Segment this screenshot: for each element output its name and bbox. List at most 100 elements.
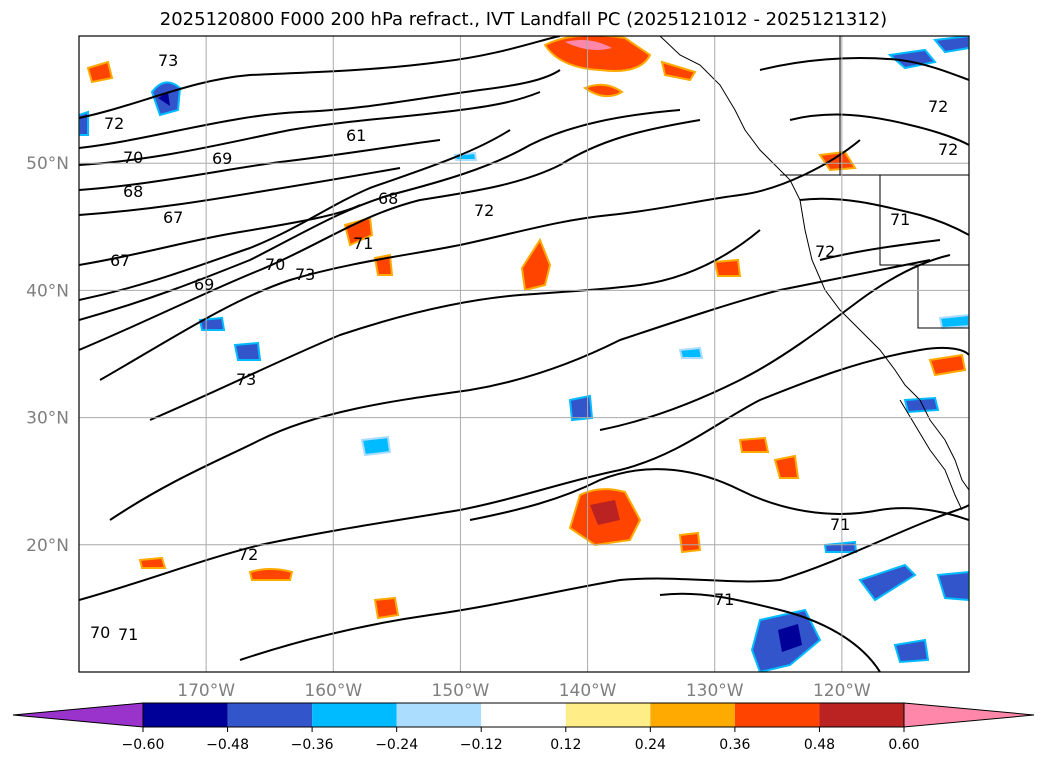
state-border: [879, 175, 969, 266]
colorbar-segment: [819, 703, 904, 727]
contour-line: [79, 139, 441, 191]
negative-anomaly-patch: [568, 394, 594, 422]
contour-line: [79, 119, 701, 351]
negative-anomaly-patch: [933, 36, 969, 54]
latitude-label: 50°N: [26, 154, 69, 174]
positive-anomaly-patch: [590, 500, 620, 525]
positive-anomaly-patch: [773, 454, 800, 479]
contour-label: 71: [353, 234, 373, 253]
negative-anomaly-patch: [903, 396, 940, 414]
contour-line: [79, 69, 561, 149]
negative-anomaly-patch: [938, 313, 969, 330]
contour-label: 70: [90, 623, 110, 642]
longitude-label: 140°W: [559, 681, 617, 701]
contour-line: [599, 254, 951, 431]
negative-anomaly-patch: [823, 540, 858, 553]
longitude-label: 150°W: [432, 681, 490, 701]
state-border: [917, 265, 969, 329]
mexico-coastline: [899, 399, 963, 511]
contour-label: 73: [236, 370, 256, 389]
contour-label: 69: [212, 149, 232, 168]
colorbar-tick-label: −0.60: [122, 737, 165, 753]
colorbar-tick-label: −0.36: [291, 737, 334, 753]
contour-line: [79, 36, 561, 119]
contour-line: [469, 468, 969, 521]
colorbar-tick-label: −0.48: [206, 737, 249, 753]
graticule: [79, 36, 969, 672]
colorbar-segment: [734, 703, 820, 727]
contour-label: 72: [104, 114, 124, 133]
contour-line: [759, 57, 969, 81]
contour-label: 67: [163, 208, 183, 227]
positive-anomaly-patch: [582, 83, 624, 98]
positive-anomaly-patch: [543, 36, 652, 72]
contour-label: 72: [815, 242, 835, 261]
contour-label: 68: [123, 182, 143, 201]
positive-anomaly-patch: [713, 258, 742, 277]
negative-anomaly-patch: [233, 341, 262, 361]
negative-anomaly-patch: [887, 48, 937, 70]
colorbar-segment: [650, 703, 735, 727]
colorbar-segment: [227, 703, 313, 727]
positive-anomaly-patch: [520, 237, 552, 292]
longitude-label: 170°W: [177, 681, 235, 701]
colorbar-segment: [143, 703, 228, 727]
colorbar-segment: [396, 703, 482, 727]
colorbar-extend-high: [903, 702, 1035, 728]
contour-line: [799, 197, 969, 236]
positive-anomaly-patch: [928, 353, 967, 377]
contour-label: 72: [938, 140, 958, 159]
colorbar-tick-label: 0.24: [635, 737, 666, 753]
longitude-labels: 170°W 160°W 150°W 140°W 130°W 120°W: [177, 681, 871, 701]
contour-label: 71: [830, 515, 850, 534]
colorbar-segment: [312, 703, 397, 727]
contour-line: [789, 113, 969, 146]
contour-line: [79, 204, 361, 266]
contour-label: 73: [158, 51, 178, 70]
negative-anomaly-patch: [678, 346, 704, 359]
longitude-label: 120°W: [813, 681, 871, 701]
longitude-label: 130°W: [686, 681, 744, 701]
colorbar-tick-label: −0.12: [460, 737, 503, 753]
contour-label: 67: [110, 251, 130, 270]
contour-label: 69: [194, 275, 214, 294]
contour-label: 68: [378, 189, 398, 208]
contour-label-group: 73 72 70 69 68 67 67 61 68 72 71 70 73 6…: [90, 51, 958, 644]
contour-label: 70: [123, 148, 143, 167]
latitude-label: 30°N: [26, 409, 69, 429]
colorbar-tick-label: 0.60: [888, 737, 919, 753]
contour-label: 71: [890, 210, 910, 229]
positive-anomaly-patch: [565, 40, 612, 50]
contour-label: 73: [295, 265, 315, 284]
colorbar-tick-labels: −0.60 −0.48 −0.36 −0.24 −0.12 0.12 0.24 0.36 0.4…: [122, 727, 920, 753]
colorbar-segment: [565, 703, 651, 727]
colorbar: [12, 702, 1035, 728]
positive-anomaly-patch: [248, 568, 294, 581]
negative-anomaly-patch: [360, 435, 392, 457]
positive-anomaly-patch: [660, 60, 697, 82]
contour-line: [149, 229, 761, 421]
colorbar-tick-label: −0.24: [375, 737, 418, 753]
positive-anomaly-patch: [738, 436, 770, 453]
positive-anomaly-patch: [138, 556, 167, 569]
latitude-label: 20°N: [26, 536, 69, 556]
contour-line: [659, 592, 881, 672]
contour-line: [239, 504, 969, 661]
map-plot-area: 73 72 70 69 68 67 67 61 68 72 71 70 73 6…: [79, 36, 969, 672]
positive-anomaly-patch: [86, 60, 114, 84]
negative-anomaly-patch: [158, 92, 170, 106]
contour-line: [79, 129, 511, 301]
map-title: 2025120800 F000 200 hPa refract., IVT La…: [159, 9, 888, 30]
contour-label: 72: [928, 97, 948, 116]
contour-label: 72: [238, 545, 258, 564]
colorbar-tick-label: 0.48: [804, 737, 835, 753]
colorbar-tick-label: 0.12: [550, 737, 581, 753]
negative-anomaly-patch: [858, 563, 917, 602]
negative-anomaly-patch: [778, 624, 802, 652]
map-frame: [78, 35, 970, 673]
contour-line: [79, 109, 681, 321]
positive-anomaly-patch: [678, 531, 702, 554]
contour-line: [79, 91, 541, 166]
contour-line: [99, 139, 861, 381]
